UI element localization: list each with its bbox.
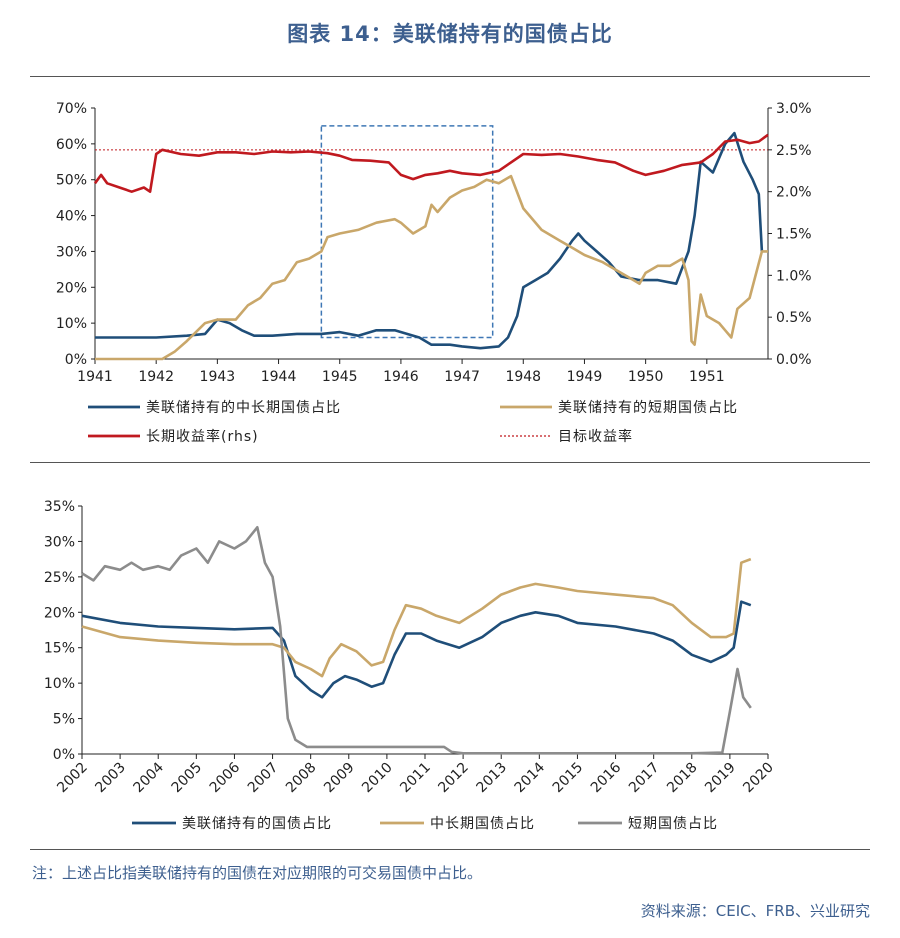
right-axis-tick-label: 2.5%	[776, 143, 812, 159]
y-axis-tick-label: 35%	[44, 499, 75, 515]
legend-long-term-yield-label: 长期收益率(rhs)	[146, 428, 259, 445]
x-axis-tick-label: 1947	[444, 369, 480, 385]
right-axis-tick-label: 1.5%	[776, 227, 812, 243]
chart-2002-2020: 0%5%10%15%20%25%30%35%2002 2003 2004 2005 20…	[44, 499, 777, 832]
x-axis-tick-label: 1943	[200, 369, 236, 385]
x-axis-tick-label: 2019	[702, 760, 739, 797]
left-axis-tick-label: 20%	[56, 280, 87, 296]
total-holdings-line	[81, 600, 752, 699]
x-axis-tick-label: 2004	[131, 759, 168, 796]
legend-long-term-share-label: 中长期国债占比	[430, 816, 535, 832]
footnote: 注：上述占比指美联储持有的国债在对应期限的可交易国债中占比。	[32, 864, 483, 882]
x-axis-tick-label: 2005	[169, 760, 206, 797]
long-term-yield-line	[93, 133, 769, 193]
left-axis-tick-label: 30%	[56, 244, 87, 260]
x-axis-tick-label: 1948	[505, 369, 541, 385]
right-axis-tick-label: 0.0%	[776, 352, 812, 368]
figure-title: 图表 14：美联储持有的国债占比	[287, 22, 613, 46]
x-axis-tick-label: 2020	[740, 760, 777, 797]
chart-1941-1951: 0% 10% 20% 30% 40% 50% 60% 70% 0.0% 0.5% 1.0% 1.5% 2…	[56, 101, 812, 445]
left-axis-tick-label: 10%	[56, 316, 87, 332]
x-axis-tick-label: 2010	[359, 760, 396, 797]
x-axis-tick-label: 2014	[512, 759, 549, 796]
left-axis-tick-label: 70%	[56, 101, 87, 117]
right-axis-tick-label: 3.0%	[776, 101, 812, 117]
right-axis-tick-label: 1.0%	[776, 268, 812, 284]
x-axis-tick-label: 2011	[397, 760, 434, 797]
legend-short-term-share-label: 短期国债占比	[628, 816, 718, 832]
right-axis-tick-label: 2.0%	[776, 185, 812, 201]
x-axis-tick-label: 2012	[435, 760, 472, 797]
middle-divider	[30, 462, 870, 463]
left-axis-tick-label: 0%	[65, 352, 87, 368]
short-term-holdings-line	[95, 174, 768, 361]
x-axis-tick-label: 2006	[207, 759, 244, 796]
x-axis-tick-label: 1944	[261, 369, 297, 385]
legend-target-yield-label: 目标收益率	[558, 428, 633, 445]
x-axis-tick-label: 2007	[245, 760, 282, 797]
x-axis-tick-label: 1950	[628, 369, 664, 385]
y-axis-tick-label: 15%	[44, 641, 75, 657]
x-axis-tick-label: 2015	[550, 760, 587, 797]
x-axis-tick-label: 1941	[77, 369, 113, 385]
left-axis-tick-label: 40%	[56, 209, 87, 225]
y-axis-tick-label: 10%	[44, 676, 75, 692]
y-axis-tick-label: 30%	[44, 534, 75, 550]
left-axis-tick-label: 50%	[56, 173, 87, 189]
x-axis-tick-label: 1942	[138, 369, 174, 385]
y-axis-tick-label: 20%	[44, 605, 75, 621]
x-axis-tick-label: 2003	[92, 760, 129, 797]
y-axis-tick-label: 5%	[53, 712, 75, 728]
right-axis-tick-label: 0.5%	[776, 310, 812, 326]
short-term-share-line	[81, 526, 752, 755]
left-axis-tick-label: 60%	[56, 137, 87, 153]
legend-short-term-holdings-label: 美联储持有的短期国债占比	[558, 400, 738, 416]
long-term-share-line	[81, 557, 752, 678]
highlight-box	[320, 125, 494, 339]
legend-long-term-holdings-label: 美联储持有的中长期国债占比	[146, 400, 341, 416]
x-axis-tick-label: 2017	[626, 760, 663, 797]
x-axis-tick-label: 2002	[54, 760, 91, 797]
long-term-holdings-line	[95, 131, 764, 350]
x-axis-tick-label: 2016	[588, 759, 625, 796]
x-axis-tick-label: 1951	[689, 369, 725, 385]
x-axis-tick-label: 1945	[322, 369, 358, 385]
x-axis-tick-label: 1949	[567, 369, 603, 385]
y-axis-tick-label: 25%	[44, 570, 75, 586]
x-axis-tick-label: 2013	[474, 760, 511, 797]
source-credit: 资料来源：CEIC、FRB、兴业研究	[640, 902, 870, 920]
x-axis-tick-label: 1946	[383, 369, 419, 385]
legend-total-holdings-label: 美联储持有的国债占比	[182, 816, 332, 832]
x-axis-tick-label: 2009	[321, 760, 358, 797]
top-divider	[30, 76, 870, 77]
x-axis-tick-label: 2018	[664, 760, 701, 797]
bottom-divider	[30, 849, 870, 850]
y-axis-tick-label: 0%	[53, 747, 75, 763]
x-axis-tick-label: 2008	[283, 760, 320, 797]
